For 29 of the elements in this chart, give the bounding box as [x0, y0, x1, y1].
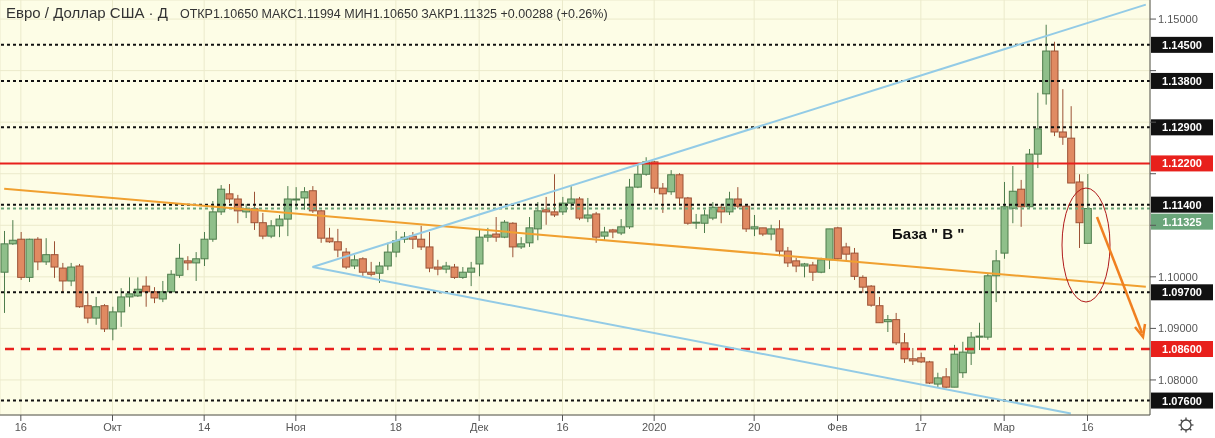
- text: ОТКР1.10650 МАКС1.11994 МИН1.10650 ЗАКР1.11325 +0.00288 (+0.26%): [179, 7, 608, 21]
- y-tick-label: 1.10000: [1158, 270, 1198, 283]
- ref-line-label: 1.12900: [1162, 121, 1202, 134]
- x-tick-label: 16: [14, 420, 27, 433]
- x-tick-label: Фев: [827, 420, 848, 433]
- y-tick-label: 1.09000: [1158, 322, 1198, 335]
- x-tick-label: 14: [198, 420, 211, 433]
- x-tick-label: Ноя: [285, 420, 306, 433]
- ref-line-label: 1.07600: [1162, 394, 1202, 407]
- y-tick-label: 1.15000: [1158, 12, 1198, 25]
- x-tick-label: 18: [389, 420, 402, 433]
- x-tick-label: 16: [556, 420, 569, 433]
- ref-line-label: 1.08600: [1162, 343, 1202, 356]
- annotation: База " В ": [892, 225, 965, 242]
- x-tick-label: Мар: [993, 420, 1015, 433]
- ref-line-label: 1.11325: [1162, 215, 1202, 228]
- x-tick-label: Дек: [469, 420, 489, 433]
- ref-line-label: 1.09700: [1162, 286, 1202, 299]
- ref-line-label: 1.11400: [1162, 198, 1202, 211]
- x-tick-label: Окт: [103, 420, 122, 433]
- x-tick-label: 16: [1081, 420, 1094, 433]
- x-tick-label: 17: [914, 420, 927, 433]
- ref-line-label: 1.13800: [1162, 74, 1202, 87]
- x-tick-label: 20: [748, 420, 761, 433]
- y-tick-label: 1.08000: [1158, 373, 1198, 386]
- ref-line-label: 1.14500: [1162, 38, 1202, 51]
- chart-title: Евро / Доллар США · Д: [6, 4, 168, 21]
- ref-line-label: 1.12200: [1162, 157, 1202, 170]
- x-tick-label: 2020: [641, 420, 667, 433]
